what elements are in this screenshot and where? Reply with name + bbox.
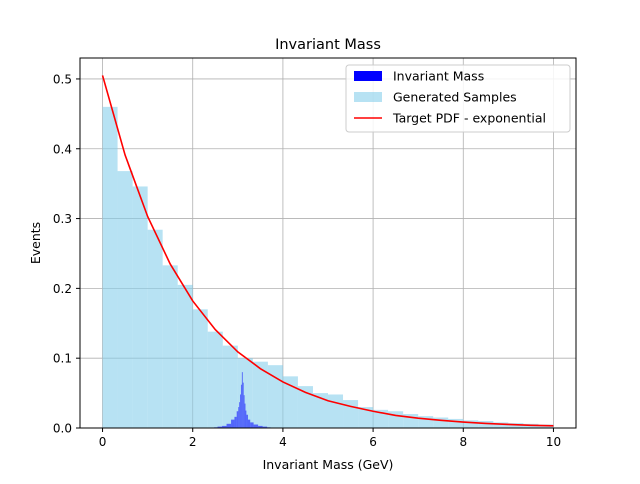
generated-samples-bar bbox=[147, 229, 163, 428]
invariant-mass-bar bbox=[250, 422, 254, 428]
axis-ticks: 0 2 4 6 8 10 0.0 0.1 0.2 0.3 0.4 0.5 bbox=[53, 72, 561, 449]
generated-samples-bar bbox=[117, 171, 133, 428]
x-tick-label: 6 bbox=[369, 435, 377, 449]
y-tick-label: 0.5 bbox=[53, 72, 72, 86]
generated-samples-bar bbox=[312, 393, 328, 428]
generated-samples-bar bbox=[373, 409, 389, 428]
invariant-mass-histogram bbox=[214, 372, 271, 428]
generated-samples-bar bbox=[177, 284, 193, 428]
generated-samples-bar bbox=[508, 423, 524, 428]
generated-samples-bar bbox=[207, 331, 223, 428]
invariant-mass-bar bbox=[217, 426, 223, 428]
y-axis-label: Events bbox=[28, 222, 43, 264]
invariant-mass-bar bbox=[253, 424, 259, 428]
invariant-mass-bar bbox=[244, 403, 246, 428]
chart-title: Invariant Mass bbox=[275, 37, 381, 53]
generated-samples-bar bbox=[463, 420, 479, 428]
y-tick-label: 0.1 bbox=[53, 352, 72, 366]
invariant-mass-bar bbox=[234, 416, 237, 428]
generated-samples-histogram bbox=[102, 106, 554, 429]
legend-label-target-pdf: Target PDF - exponential bbox=[392, 111, 546, 126]
generated-samples-bar bbox=[252, 361, 268, 428]
generated-samples-bar bbox=[358, 407, 374, 428]
plot-frame bbox=[79, 57, 577, 429]
y-tick-label: 0.2 bbox=[53, 282, 72, 296]
generated-samples-bar bbox=[493, 422, 509, 428]
generated-samples-bar bbox=[222, 345, 238, 428]
x-axis-label: Invariant Mass (GeV) bbox=[263, 457, 394, 472]
invariant-mass-bar bbox=[247, 419, 251, 428]
legend-label-invariant-mass: Invariant Mass bbox=[393, 69, 484, 84]
x-tick-label: 2 bbox=[189, 435, 197, 449]
legend-swatch-generated-samples bbox=[354, 92, 382, 102]
generated-samples-bar bbox=[433, 417, 449, 428]
invariant-mass-bar bbox=[240, 394, 241, 428]
invariant-mass-bar bbox=[242, 382, 244, 428]
generated-samples-bar bbox=[162, 265, 178, 428]
y-tick-label: 0.3 bbox=[53, 212, 72, 226]
generated-samples-bar bbox=[448, 418, 464, 428]
generated-samples-bar bbox=[192, 309, 208, 428]
generated-samples-bar bbox=[328, 394, 344, 428]
invariant-mass-bar bbox=[258, 425, 263, 428]
invariant-mass-bar bbox=[262, 426, 268, 428]
x-tick-label: 0 bbox=[99, 435, 107, 449]
generated-samples-bar bbox=[478, 421, 494, 428]
target-pdf-curve bbox=[101, 75, 554, 427]
target-pdf-line bbox=[101, 75, 554, 427]
invariant-mass-bar bbox=[231, 419, 235, 428]
generated-samples-bar bbox=[132, 186, 148, 428]
x-tick-label: 8 bbox=[459, 435, 467, 449]
invariant-mass-bar bbox=[240, 384, 242, 428]
x-tick-label: 10 bbox=[546, 435, 561, 449]
generated-samples-bar bbox=[267, 365, 283, 428]
generated-samples-bar bbox=[297, 386, 313, 428]
invariant-mass-bar bbox=[246, 414, 248, 428]
invariant-mass-bar bbox=[236, 411, 239, 428]
generated-samples-bar bbox=[418, 416, 434, 428]
x-tick-label: 4 bbox=[279, 435, 287, 449]
legend-swatch-invariant-mass bbox=[354, 71, 382, 81]
invariant-mass-bar bbox=[222, 425, 227, 428]
generated-samples-bar bbox=[102, 106, 118, 429]
invariant-mass-bar bbox=[239, 402, 241, 428]
invariant-mass-bar bbox=[226, 423, 232, 428]
legend-label-generated-samples: Generated Samples bbox=[393, 90, 517, 105]
invariant-mass-bar bbox=[238, 407, 240, 428]
legend-box bbox=[345, 64, 571, 133]
legend: Invariant Mass Generated Samples Target … bbox=[345, 64, 571, 133]
invariant-mass-bar bbox=[243, 395, 245, 428]
invariant-mass-bar bbox=[241, 372, 243, 428]
generated-samples-bar bbox=[282, 376, 298, 428]
y-tick-label: 0.4 bbox=[53, 142, 72, 156]
invariant-mass-bar bbox=[245, 410, 247, 428]
y-tick-label: 0.0 bbox=[53, 422, 72, 436]
